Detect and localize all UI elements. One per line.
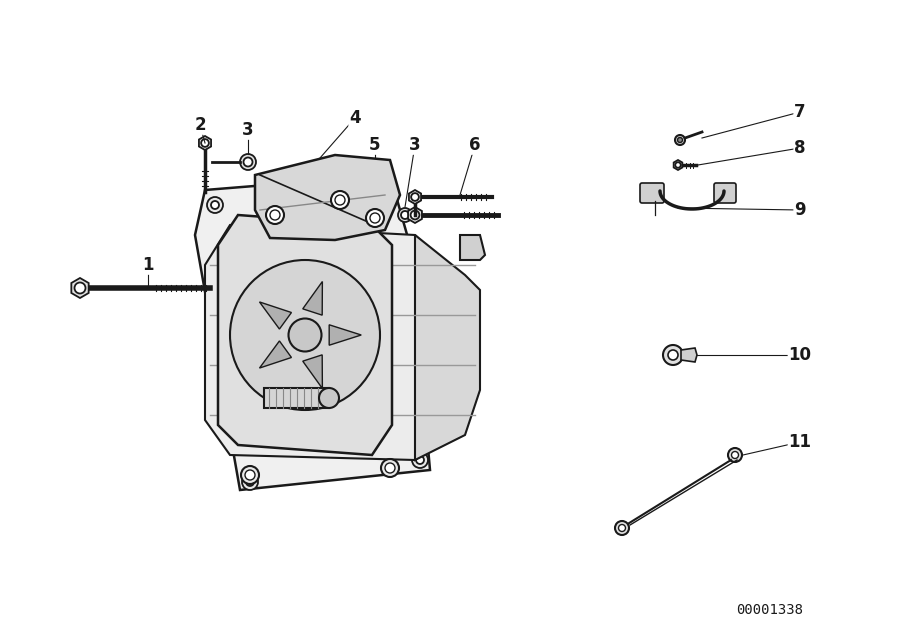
Circle shape [381, 459, 399, 477]
Polygon shape [205, 225, 465, 460]
Text: 8: 8 [794, 139, 806, 157]
Circle shape [289, 319, 321, 352]
Circle shape [411, 193, 418, 201]
Circle shape [618, 525, 626, 531]
Circle shape [678, 138, 682, 142]
Text: 2: 2 [194, 116, 206, 134]
Circle shape [663, 345, 683, 365]
Text: 10: 10 [788, 346, 812, 364]
Circle shape [381, 181, 389, 189]
Circle shape [675, 163, 680, 168]
Polygon shape [218, 215, 392, 455]
Text: 4: 4 [349, 109, 361, 127]
Polygon shape [674, 160, 682, 170]
Circle shape [370, 213, 380, 223]
Circle shape [211, 201, 219, 209]
Circle shape [385, 463, 395, 473]
FancyBboxPatch shape [714, 183, 736, 203]
Circle shape [245, 470, 255, 480]
Text: 5: 5 [369, 136, 381, 154]
Circle shape [331, 191, 349, 209]
Circle shape [270, 210, 280, 220]
Circle shape [615, 521, 629, 535]
Text: 11: 11 [788, 433, 812, 451]
Text: 3: 3 [410, 136, 421, 154]
Polygon shape [195, 175, 430, 490]
Text: 7: 7 [794, 103, 806, 121]
Text: 6: 6 [469, 136, 481, 154]
Circle shape [266, 206, 284, 224]
Polygon shape [681, 348, 697, 362]
Polygon shape [408, 207, 422, 223]
Circle shape [675, 135, 685, 145]
Polygon shape [460, 235, 485, 260]
Circle shape [366, 171, 384, 189]
Text: 1: 1 [142, 256, 154, 274]
Polygon shape [302, 355, 322, 389]
Circle shape [230, 260, 380, 410]
Polygon shape [415, 235, 480, 460]
Circle shape [412, 452, 428, 468]
Polygon shape [329, 324, 361, 345]
Circle shape [207, 197, 223, 213]
FancyBboxPatch shape [640, 183, 664, 203]
Polygon shape [409, 190, 421, 204]
Circle shape [242, 474, 258, 490]
Text: 9: 9 [794, 201, 806, 219]
Circle shape [728, 448, 742, 462]
Text: 00001338: 00001338 [736, 603, 804, 617]
Circle shape [370, 175, 380, 185]
Circle shape [732, 451, 739, 458]
Circle shape [416, 456, 424, 464]
Circle shape [668, 350, 678, 360]
Polygon shape [255, 155, 400, 240]
Polygon shape [259, 302, 292, 329]
Circle shape [246, 478, 254, 486]
Text: 3: 3 [242, 121, 254, 139]
Circle shape [410, 211, 419, 220]
Circle shape [319, 388, 339, 408]
Polygon shape [264, 388, 329, 408]
Circle shape [244, 157, 253, 166]
Circle shape [401, 211, 409, 219]
Circle shape [202, 139, 209, 147]
Circle shape [241, 466, 259, 484]
Polygon shape [259, 341, 292, 368]
Polygon shape [302, 281, 322, 315]
Circle shape [377, 177, 393, 193]
Circle shape [366, 209, 384, 227]
Circle shape [335, 195, 345, 205]
Circle shape [398, 208, 412, 222]
Circle shape [240, 154, 256, 170]
Polygon shape [199, 136, 212, 150]
Polygon shape [71, 278, 89, 298]
Circle shape [75, 283, 86, 293]
